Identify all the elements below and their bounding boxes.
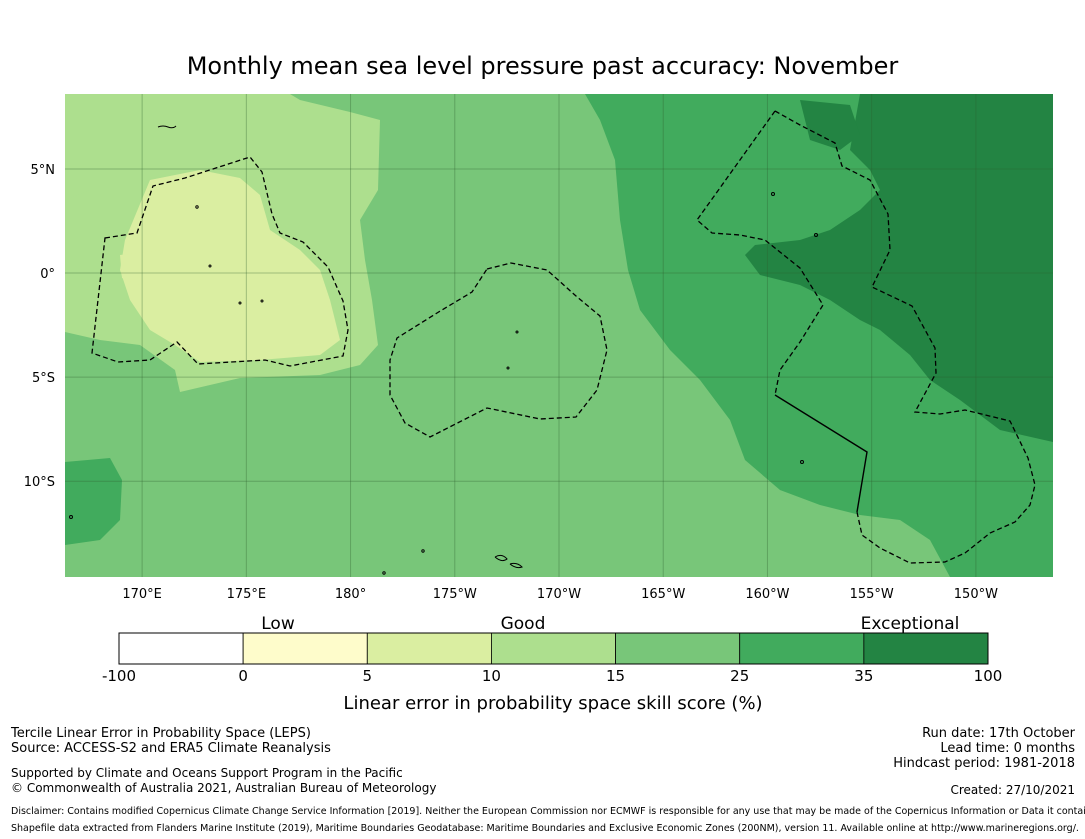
lon-tick-label: 155°W [850, 587, 894, 602]
skill-field [65, 94, 1053, 577]
lead-time: Lead time: 0 months [940, 741, 1075, 756]
colorbar-frame [118, 632, 989, 665]
footer-support-line: Supported by Climate and Oceans Support … [11, 766, 403, 780]
footer-source-line: Source: ACCESS-S2 and ERA5 Climate Reana… [11, 741, 331, 756]
footer-leps-line: Tercile Linear Error in Probability Spac… [11, 726, 311, 741]
run-date: Run date: 17th October [922, 726, 1075, 741]
eez-boundary-kiribati-gilbert [91, 156, 349, 367]
colorbar-tick-label: 5 [363, 667, 373, 685]
field-region-exceptional [745, 94, 1053, 442]
field-region-fair-3 [120, 250, 168, 285]
colorbar-tick-label: 15 [606, 667, 625, 685]
islands [69, 125, 818, 575]
footer-copyright-line: © Commonwealth of Australia 2021, Austra… [11, 781, 437, 795]
lon-tick-label: 170°E [122, 587, 162, 602]
colorbar-tick-label: -100 [102, 667, 136, 685]
colorbar-bin [615, 632, 741, 665]
field-region-fair-2 [165, 175, 205, 205]
colorbar-tick-label: 0 [238, 667, 248, 685]
longitude-tick-labels: 170°E 175°E 180° 175°W 170°W 165°W 160°W 155°W 1… [122, 587, 998, 602]
colorbar-axis-label: Linear error in probability space skill … [343, 693, 762, 714]
colorbar-bin [366, 632, 492, 665]
colorbar-tick-labels: -100 0 5 10 15 25 35 100 [102, 667, 1002, 685]
lon-tick-label: 160°W [745, 587, 789, 602]
latitude-tick-labels: 5°N 0° 5°S 10°S [24, 163, 55, 490]
colorbar-tick-label: 10 [482, 667, 501, 685]
eez-solid-boundary [774, 394, 868, 513]
chart-title: Monthly mean sea level pressure past acc… [186, 52, 899, 80]
field-region-good-low-2 [65, 94, 155, 200]
lat-tick-label: 10°S [24, 475, 55, 490]
eez-boundary-kiribati-line [774, 110, 1036, 564]
colorbar-bin [863, 632, 989, 665]
lon-tick-label: 150°W [954, 587, 998, 602]
lat-tick-label: 5°S [32, 371, 55, 386]
gridlines [65, 94, 1053, 577]
colorbar-category-label: Good [501, 614, 546, 634]
colorbar-bin [242, 632, 368, 665]
eez-boundary-kiribati-phoenix [389, 262, 608, 438]
lat-tick-label: 5°N [31, 163, 56, 178]
field-region-exceptional-2 [800, 100, 860, 150]
eez-boundaries [91, 110, 1036, 564]
field-region-fair [120, 170, 340, 362]
colorbar-tick-label: 35 [854, 667, 873, 685]
disclaimer-shapefile: Shapefile data extracted from Flanders M… [11, 823, 1079, 834]
field-region-very-good-2 [65, 458, 122, 545]
lon-tick-label: 170°W [537, 587, 581, 602]
colorbar-bin [491, 632, 616, 665]
colorbar-category-label: Low [261, 614, 295, 634]
colorbar-category-labels: Low Good Exceptional [261, 614, 959, 634]
colorbar-bins [118, 632, 989, 665]
lon-tick-label: 180° [335, 587, 366, 602]
hindcast-period: Hindcast period: 1981-2018 [893, 756, 1075, 771]
colorbar-bin [739, 632, 865, 665]
created-date: Created: 27/10/2021 [950, 783, 1075, 797]
colorbar-tick-label: 25 [730, 667, 749, 685]
colorbar: Low Good Exceptional -100 0 5 10 15 25 35 100 Lin… [102, 614, 1002, 714]
colorbar-bin [118, 632, 244, 665]
disclaimer-copernicus: Disclaimer: Contains modified Copernicus… [11, 806, 1085, 817]
eez-boundary-kiribati-line-west [696, 110, 824, 396]
lat-tick-label: 0° [40, 267, 55, 282]
lon-tick-label: 165°W [641, 587, 685, 602]
skill-map: 5°N 0° 5°S 10°S 170°E 175°E 180° 175°W 170°W 165… [24, 94, 1053, 602]
colorbar-tick-label: 100 [974, 667, 1003, 685]
lon-tick-label: 175°E [227, 587, 267, 602]
lon-tick-label: 175°W [433, 587, 477, 602]
colorbar-category-label: Exceptional [861, 614, 960, 634]
